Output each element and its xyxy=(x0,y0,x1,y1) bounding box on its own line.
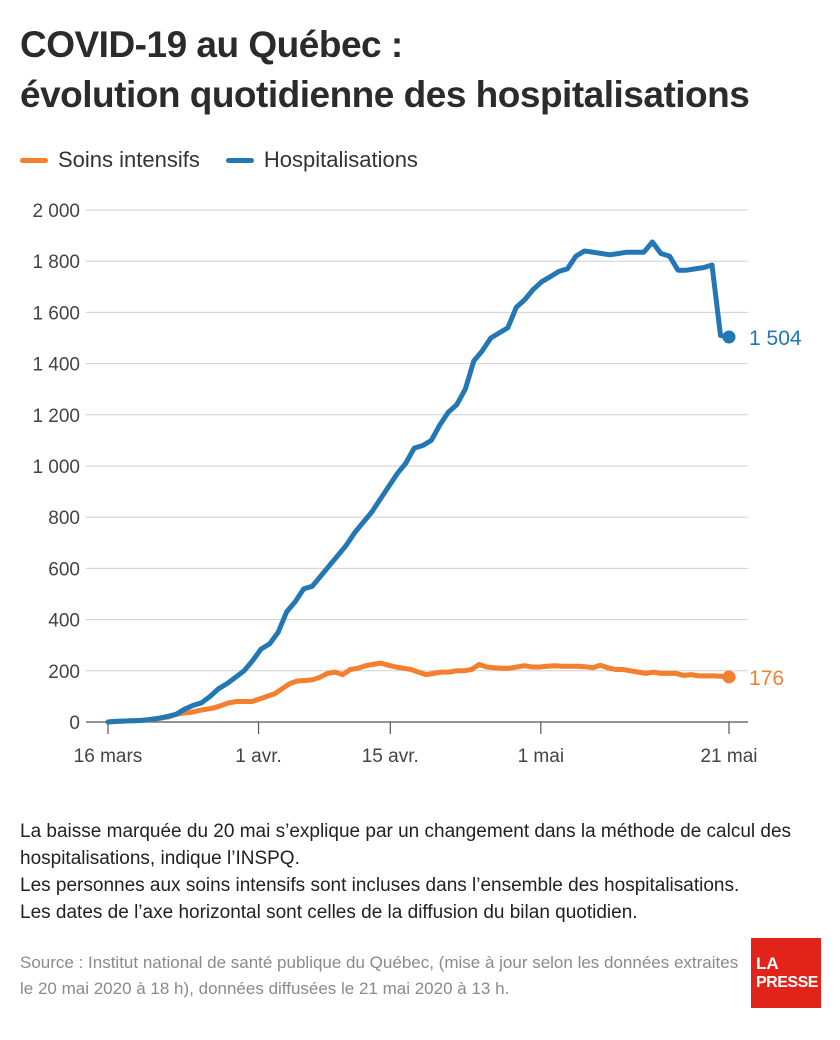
series-line-soins-intensifs xyxy=(105,660,732,725)
grid xyxy=(86,209,748,723)
x-tick-label: 1 mai xyxy=(518,746,564,767)
note-2: Les personnes aux soins intensifs sont i… xyxy=(20,875,740,896)
legend-label-hospitalisations: Hospitalisations xyxy=(263,147,418,172)
end-label-soins-intensifs: 176 xyxy=(749,667,784,690)
series-line-hospitalisations xyxy=(105,239,732,725)
end-point-soins-intensifs xyxy=(722,670,736,684)
y-tick-label: 200 xyxy=(48,662,80,683)
legend-item-hospitalisations: Hospitalisations xyxy=(225,147,418,173)
y-tick-label: 1 800 xyxy=(32,252,80,273)
x-tick-label: 15 avr. xyxy=(362,746,419,767)
chart-title-line2: évolution quotidienne des hospitalisatio… xyxy=(20,74,750,115)
legend-swatch-hospitalisations xyxy=(225,157,254,163)
y-tick-label: 0 xyxy=(69,713,80,734)
legend: Soins intensifs Hospitalisations xyxy=(20,147,444,173)
source-note: Source : Institut national de santé publ… xyxy=(20,953,739,998)
x-axis-ticks: 16 mars 1 avr. 15 avr. 1 mai 21 mai xyxy=(74,722,758,767)
chart-title: COVID-19 au Québec : évolution quotidien… xyxy=(20,20,750,120)
y-tick-label: 400 xyxy=(48,611,80,632)
chart-title-line1: COVID-19 au Québec : xyxy=(20,24,403,65)
logo-line2: PRESSE xyxy=(756,974,818,991)
chart-notes: La baisse marquée du 20 mai s’explique p… xyxy=(20,818,830,926)
note-3: Les dates de l’axe horizontal sont celle… xyxy=(20,902,638,923)
legend-swatch-soins-intensifs xyxy=(20,157,48,163)
y-tick-label: 600 xyxy=(48,559,80,580)
y-tick-label: 1 200 xyxy=(32,406,80,427)
y-tick-label: 2 000 xyxy=(32,201,80,222)
legend-item-soins-intensifs: Soins intensifs xyxy=(20,147,200,173)
la-presse-logo: LA PRESSE xyxy=(751,938,821,1008)
note-1: La baisse marquée du 20 mai s’explique p… xyxy=(20,821,792,869)
y-tick-label: 1 600 xyxy=(32,303,80,324)
end-point-hospitalisations xyxy=(722,330,736,344)
end-label-hospitalisations: 1 504 xyxy=(749,327,802,350)
legend-label-soins-intensifs: Soins intensifs xyxy=(58,147,200,172)
y-axis-ticks: 0 200 400 600 800 1 000 1 200 1 400 1 600 1 800 2 … xyxy=(32,201,80,734)
y-tick-label: 800 xyxy=(48,508,80,529)
x-tick-label: 1 avr. xyxy=(235,746,281,767)
line-chart: 0 200 400 600 800 1 000 1 200 1 400 1 600 1 800 2 … xyxy=(32,201,802,767)
x-tick-label: 21 mai xyxy=(700,746,757,767)
y-tick-label: 1 400 xyxy=(32,355,80,376)
series: 176 1 504 xyxy=(105,239,802,725)
logo-line1: LA xyxy=(756,954,779,973)
y-tick-label: 1 000 xyxy=(32,457,80,478)
x-tick-label: 16 mars xyxy=(74,746,143,767)
